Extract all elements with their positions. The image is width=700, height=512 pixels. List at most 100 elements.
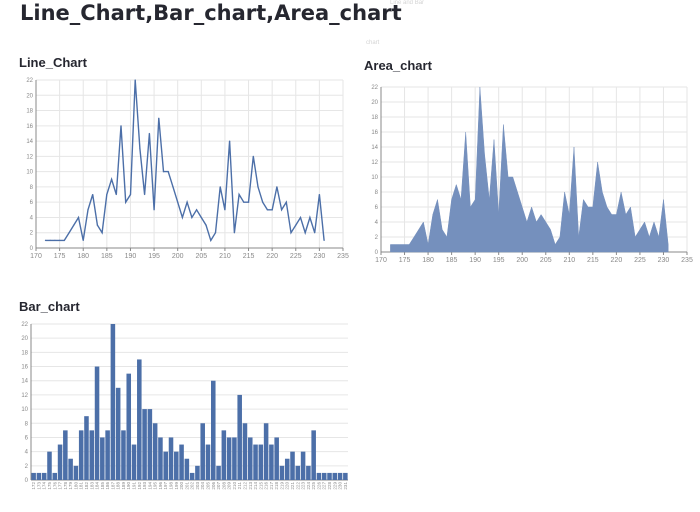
line-point bbox=[44, 239, 47, 241]
bar-x-tick-label: 225 bbox=[311, 482, 316, 490]
bar-190 bbox=[126, 373, 132, 480]
line-y-tick-label: 6 bbox=[30, 200, 34, 206]
bar-174 bbox=[41, 472, 47, 480]
bar-y-tick-label: 18 bbox=[21, 350, 28, 356]
bar-x-tick-label: 191 bbox=[132, 482, 137, 490]
bar-178 bbox=[63, 430, 68, 480]
bar-x-tick-label: 227 bbox=[322, 482, 327, 490]
bar-x-tick-label: 175 bbox=[47, 482, 52, 490]
area-x-tick-label: 180 bbox=[422, 257, 434, 264]
area-y-tick-label: 22 bbox=[371, 85, 378, 91]
bar-172 bbox=[31, 472, 36, 480]
bar-x-tick-label: 178 bbox=[63, 482, 68, 490]
line-x-tick-label: 180 bbox=[77, 253, 89, 260]
area-y-tick-label: 16 bbox=[371, 130, 378, 136]
bar-x-tick-label: 192 bbox=[137, 482, 142, 490]
area-x-tick-label: 225 bbox=[634, 257, 646, 264]
bar-x-tick-label: 185 bbox=[100, 482, 105, 490]
bar-193 bbox=[142, 409, 147, 480]
bar-y-tick-label: 16 bbox=[21, 365, 28, 371]
line-y-tick-label: 20 bbox=[26, 93, 33, 99]
area-x-tick-label: 200 bbox=[516, 257, 528, 264]
area-x-tick-label: 220 bbox=[611, 257, 623, 264]
line-point bbox=[214, 232, 217, 234]
area-x-tick-label: 235 bbox=[681, 257, 693, 264]
area-y-tick-label: 14 bbox=[371, 145, 378, 151]
area-y-tick-label: 6 bbox=[375, 205, 379, 211]
bar-183 bbox=[89, 430, 95, 480]
line-point bbox=[247, 201, 250, 203]
bar-x-tick-label: 188 bbox=[116, 482, 121, 490]
line-point bbox=[243, 201, 245, 203]
bar-x-tick-label: 216 bbox=[264, 482, 269, 490]
bar-216 bbox=[263, 423, 269, 480]
bar-x-tick-label: 203 bbox=[195, 482, 200, 490]
line-point bbox=[290, 232, 292, 234]
bar-219 bbox=[279, 465, 285, 480]
line-x-tick-label: 205 bbox=[195, 253, 207, 260]
bar-208 bbox=[221, 430, 227, 480]
line-y-tick-label: 0 bbox=[30, 246, 34, 252]
line-point bbox=[101, 232, 103, 234]
line-point bbox=[281, 209, 283, 211]
bar-184 bbox=[94, 366, 100, 480]
bar-x-tick-label: 199 bbox=[174, 482, 179, 490]
bar-215 bbox=[258, 444, 264, 480]
line-y-tick-label: 2 bbox=[30, 231, 34, 237]
bar-x-tick-label: 190 bbox=[126, 482, 131, 490]
line-point bbox=[205, 224, 207, 226]
area-chart-title: Area_chart bbox=[364, 58, 432, 73]
bar-x-tick-label: 174 bbox=[42, 482, 47, 490]
line-point bbox=[106, 193, 108, 196]
bar-y-tick-label: 6 bbox=[25, 435, 29, 441]
line-x-tick-label: 190 bbox=[125, 253, 137, 260]
line-point bbox=[68, 232, 70, 234]
line-point bbox=[177, 201, 179, 203]
bar-207 bbox=[216, 465, 221, 480]
bar-x-tick-label: 229 bbox=[332, 482, 337, 490]
line-point bbox=[314, 232, 316, 234]
bar-x-tick-label: 221 bbox=[290, 482, 295, 490]
bar-201 bbox=[184, 458, 190, 480]
line-point bbox=[238, 193, 240, 196]
bar-182 bbox=[84, 416, 89, 480]
bar-176 bbox=[52, 472, 58, 480]
line-x-tick-label: 225 bbox=[290, 253, 302, 260]
line-point bbox=[219, 186, 221, 188]
bar-x-tick-label: 180 bbox=[73, 482, 78, 490]
bar-x-tick-label: 218 bbox=[274, 482, 279, 490]
line-point bbox=[139, 148, 141, 150]
line-point bbox=[318, 193, 320, 196]
bar-x-tick-label: 172 bbox=[31, 482, 36, 490]
area-x-tick-label: 205 bbox=[540, 257, 552, 264]
line-x-tick-label: 220 bbox=[266, 253, 278, 260]
bar-x-tick-label: 202 bbox=[190, 482, 195, 490]
area-y-tick-label: 10 bbox=[371, 175, 378, 181]
line-point bbox=[125, 201, 127, 203]
bar-225 bbox=[311, 430, 316, 480]
bar-y-tick-label: 20 bbox=[21, 336, 28, 342]
bar-206 bbox=[211, 380, 216, 480]
bar-x-tick-label: 200 bbox=[179, 482, 184, 490]
area-x-tick-label: 215 bbox=[587, 257, 599, 264]
line-point bbox=[172, 186, 174, 188]
bar-187 bbox=[110, 324, 116, 480]
line-point bbox=[266, 209, 269, 211]
line-point bbox=[59, 239, 61, 241]
line-point bbox=[134, 79, 136, 81]
bar-y-tick-label: 12 bbox=[21, 393, 28, 399]
bar-186 bbox=[105, 430, 110, 480]
bar-x-tick-label: 198 bbox=[169, 482, 174, 490]
bar-y-tick-label: 2 bbox=[25, 464, 29, 470]
line-x-tick-label: 175 bbox=[54, 253, 66, 260]
line-point bbox=[49, 239, 51, 241]
area-x-tick-label: 170 bbox=[375, 257, 387, 264]
line-point bbox=[224, 209, 226, 211]
bar-213 bbox=[247, 437, 253, 480]
line-y-tick-label: 18 bbox=[26, 109, 33, 115]
bar-229 bbox=[332, 472, 338, 480]
line-point bbox=[167, 171, 169, 173]
line-point bbox=[186, 201, 188, 203]
